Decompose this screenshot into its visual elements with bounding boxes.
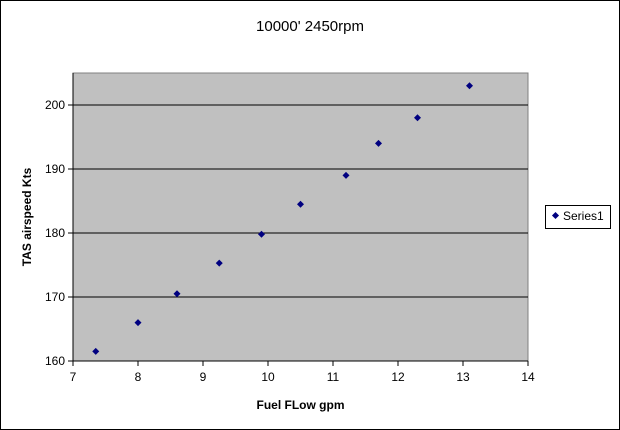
ticks: 7 8 9 10 11 12 13 14 160 170 180 190 200	[45, 98, 535, 384]
x-tick-label: 11	[327, 370, 340, 384]
legend: Series1	[545, 205, 611, 229]
data-point	[258, 230, 265, 238]
data-point	[466, 82, 473, 90]
chart-title: 10000' 2450rpm	[256, 18, 364, 35]
data-point	[92, 347, 100, 355]
plot-area	[72, 72, 529, 362]
x-tick-label: 7	[70, 370, 77, 384]
data-point	[134, 319, 142, 327]
data-point	[297, 200, 304, 208]
axes	[72, 73, 528, 362]
data-point	[173, 290, 181, 298]
y-tick-label: 160	[45, 354, 65, 368]
x-tick-label: 14	[521, 370, 535, 384]
legend-marker-icon	[551, 211, 560, 220]
x-tick-label: 12	[391, 370, 405, 384]
x-tick-label: 9	[200, 370, 207, 384]
data-point	[342, 171, 350, 179]
y-tick-label: 200	[45, 98, 65, 112]
y-axis-label: TAS airspeed Kts	[20, 167, 34, 266]
y-tick-label: 170	[45, 290, 65, 304]
data-point	[375, 139, 382, 147]
x-tick-label: 13	[456, 370, 470, 384]
x-tick-label: 10	[261, 370, 275, 384]
data-point	[414, 114, 421, 122]
x-axis-label: Fuel FLow gpm	[257, 398, 345, 412]
data-points	[92, 82, 473, 355]
grid-lines	[73, 104, 528, 298]
y-tick-label: 180	[45, 226, 65, 240]
y-tick-label: 190	[45, 162, 65, 176]
legend-label: Series1	[563, 209, 604, 223]
x-tick-label: 8	[135, 370, 142, 384]
data-point	[215, 259, 223, 267]
